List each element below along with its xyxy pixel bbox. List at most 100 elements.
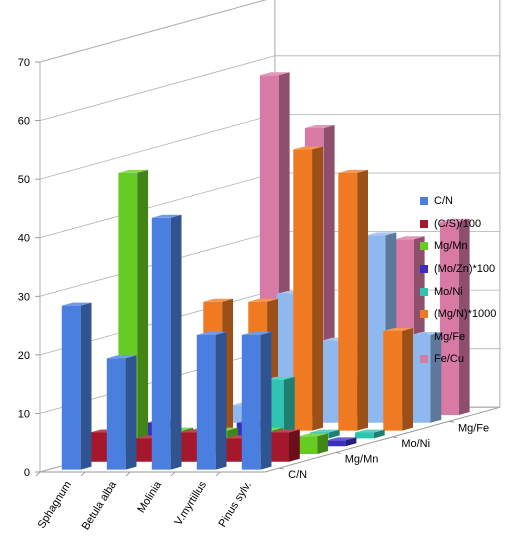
legend-item: Mg/Mn: [420, 235, 496, 258]
bar-side-face: [289, 429, 300, 462]
bar-top-face: [394, 236, 425, 240]
y-tick-label: 40: [18, 233, 30, 245]
bar-side-face: [80, 302, 92, 470]
legend-label: C/N: [434, 195, 453, 208]
bar-top-face: [326, 437, 357, 441]
bar-top-face: [293, 146, 323, 150]
bar-side-face: [373, 429, 385, 439]
legend-item: Mo/Ni: [420, 280, 496, 303]
bar-side-face: [430, 332, 442, 423]
y-axis-tick-labels: 0 10 20 30 40 50 60 70: [18, 57, 30, 479]
bar-top-face: [248, 298, 278, 302]
y-tick-label: 0: [24, 467, 30, 479]
bar: [355, 429, 385, 439]
bar-side-face: [402, 328, 413, 431]
bar-front-face: [326, 440, 346, 447]
legend-label: Mo/Ni: [434, 285, 463, 298]
bar: [326, 437, 357, 447]
chart-bars: [61, 72, 470, 470]
x-tick-mark: [170, 471, 176, 477]
bar-front-face: [355, 432, 374, 439]
bar-top-face: [304, 125, 335, 128]
bar-side-face: [137, 169, 149, 454]
bar-top-face: [265, 376, 295, 380]
legend-swatch: [420, 355, 428, 364]
bar-front-face: [135, 438, 154, 462]
bar-front-face: [225, 438, 244, 462]
legend-item: Fe/Cu: [420, 348, 496, 371]
depth-tick-label: Mg/Fe: [458, 422, 489, 434]
x-tick-label: V.myrtillus: [173, 479, 210, 528]
legend-swatch: [420, 332, 428, 341]
legend-item: (C/S)/100: [420, 213, 496, 236]
bar-front-face: [180, 432, 199, 462]
legend-item: (Mo/Zn)*100: [420, 258, 496, 281]
legend-item: C/N: [420, 190, 496, 213]
bar-front-face: [106, 358, 126, 470]
bar: [196, 331, 227, 470]
bar-front-face: [338, 172, 358, 431]
bar-side-face: [317, 433, 329, 454]
bar-top-face: [241, 331, 272, 335]
y-tick-label: 60: [18, 116, 30, 128]
legend-swatch: [420, 310, 428, 319]
bar: [383, 328, 413, 431]
legend-label: Mg/Mn: [434, 240, 468, 253]
bar-front-face: [298, 436, 318, 454]
depth-axis-tick-labels: C/N Mg/Mn Mo/Ni Mg/Fe: [279, 420, 489, 481]
y-tick-label: 70: [18, 57, 30, 69]
gridline: [39, 0, 267, 63]
legend-swatch: [420, 287, 428, 296]
bar-side-face: [357, 169, 368, 431]
y-tick-label: 30: [18, 291, 30, 303]
depth-tick-mark: [392, 436, 398, 439]
bar-side-face: [170, 214, 182, 470]
legend-label: (Mg/N)*1000: [434, 308, 497, 321]
legend-item: (Mg/N)*1000: [420, 303, 496, 326]
x-tick-label: Sphagnum: [36, 479, 74, 530]
bar-front-face: [151, 217, 171, 470]
bar: [338, 169, 368, 431]
y-tick-label: 50: [18, 174, 30, 186]
bar-side-face: [312, 146, 323, 431]
x-axis-tick-labels: Sphagnum Betula alba Molinia V.myrtillus Pin…: [36, 471, 254, 532]
bar-side-face: [345, 437, 357, 447]
bar-top-face: [270, 429, 300, 433]
bar-front-face: [439, 221, 459, 415]
legend: C/N (C/S)/100 Mg/Mn (Mo/Zn)*100 Mo/Ni (Mg/N)*…: [420, 190, 496, 371]
bar: [106, 355, 137, 470]
bar-front-face: [196, 334, 216, 470]
bar-side-face: [260, 331, 272, 470]
x-tick-mark: [80, 471, 86, 477]
bar: [270, 429, 300, 462]
bar-top-face: [106, 355, 137, 359]
bar-top-face: [355, 429, 385, 433]
bar-top-face: [383, 328, 413, 331]
depth-tick-label: C/N: [288, 469, 307, 481]
legend-item: Mg/Fe: [420, 326, 496, 349]
bar-top-face: [61, 302, 92, 306]
bar-side-face: [125, 355, 137, 470]
bar-top-face: [203, 298, 233, 302]
bar-front-face: [383, 331, 403, 431]
depth-tick-mark: [335, 452, 341, 454]
depth-tick-mark: [279, 467, 285, 470]
bar-front-face: [61, 305, 81, 470]
bar: [439, 218, 470, 415]
bar: [151, 214, 182, 470]
x-tick-mark: [125, 471, 131, 477]
bar-top-face: [338, 169, 368, 173]
bar-top-face: [196, 331, 227, 335]
legend-swatch: [420, 219, 428, 228]
bar-side-face: [215, 331, 227, 470]
depth-tick-mark: [448, 420, 455, 423]
bar-side-face: [283, 376, 295, 439]
x-tick-label: Betula alba: [80, 478, 120, 532]
bar-side-face: [328, 429, 340, 439]
bar-top-face: [151, 214, 182, 218]
bar-top-face: [366, 232, 397, 236]
bar-top-face: [259, 72, 290, 76]
bar-top-face: [310, 429, 340, 433]
bar-top-face: [439, 218, 470, 222]
